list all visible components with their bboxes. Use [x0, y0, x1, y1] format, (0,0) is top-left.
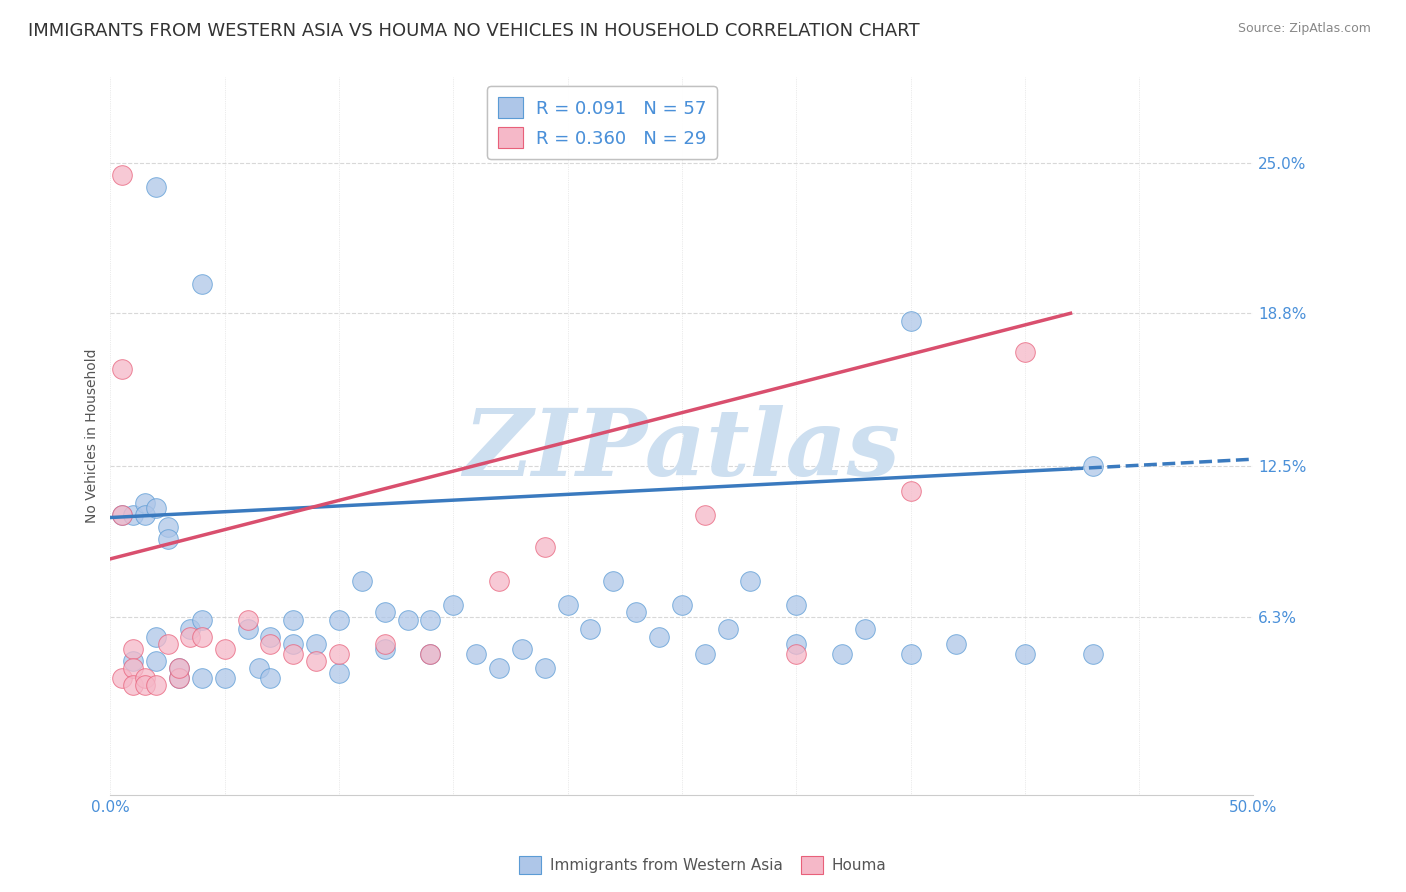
Point — [419, 647, 441, 661]
Point — [488, 661, 510, 675]
Point — [259, 671, 281, 685]
Text: ZIPatlas: ZIPatlas — [464, 406, 900, 495]
Point — [283, 637, 305, 651]
Point — [374, 637, 396, 651]
Point — [145, 678, 167, 692]
Point — [785, 637, 807, 651]
Point — [134, 678, 156, 692]
Point — [122, 678, 145, 692]
Point — [374, 641, 396, 656]
Point — [510, 641, 533, 656]
Point — [236, 623, 259, 637]
Point — [283, 647, 305, 661]
Point — [1083, 459, 1105, 474]
Point — [214, 671, 236, 685]
Point — [831, 647, 853, 661]
Point — [693, 647, 716, 661]
Point — [648, 630, 671, 644]
Point — [179, 623, 201, 637]
Point — [111, 508, 134, 522]
Point — [111, 508, 134, 522]
Point — [785, 647, 807, 661]
Point — [350, 574, 373, 588]
Point — [134, 508, 156, 522]
Point — [579, 623, 602, 637]
Point — [671, 598, 693, 612]
Point — [145, 179, 167, 194]
Point — [145, 654, 167, 668]
Point — [533, 540, 555, 554]
Point — [374, 605, 396, 619]
Point — [167, 671, 190, 685]
Point — [305, 637, 328, 651]
Point — [191, 630, 214, 644]
Point — [134, 671, 156, 685]
Point — [156, 533, 179, 547]
Point — [134, 496, 156, 510]
Point — [717, 623, 740, 637]
Point — [1014, 345, 1036, 359]
Point — [111, 362, 134, 376]
Point — [488, 574, 510, 588]
Point — [1083, 647, 1105, 661]
Point — [247, 661, 270, 675]
Point — [396, 613, 419, 627]
Point — [624, 605, 647, 619]
Point — [328, 613, 350, 627]
Point — [122, 661, 145, 675]
Point — [740, 574, 762, 588]
Point — [900, 313, 922, 327]
Point — [259, 630, 281, 644]
Point — [145, 500, 167, 515]
Point — [167, 661, 190, 675]
Point — [465, 647, 488, 661]
Y-axis label: No Vehicles in Household: No Vehicles in Household — [86, 349, 100, 524]
Point — [122, 508, 145, 522]
Point — [419, 647, 441, 661]
Point — [122, 654, 145, 668]
Point — [328, 666, 350, 681]
Point — [145, 630, 167, 644]
Point — [191, 277, 214, 292]
Point — [259, 637, 281, 651]
Point — [305, 654, 328, 668]
Point — [533, 661, 555, 675]
Point — [167, 671, 190, 685]
Point — [191, 671, 214, 685]
Text: Source: ZipAtlas.com: Source: ZipAtlas.com — [1237, 22, 1371, 36]
Point — [167, 661, 190, 675]
Legend: R = 0.091   N = 57, R = 0.360   N = 29: R = 0.091 N = 57, R = 0.360 N = 29 — [486, 87, 717, 159]
Text: IMMIGRANTS FROM WESTERN ASIA VS HOUMA NO VEHICLES IN HOUSEHOLD CORRELATION CHART: IMMIGRANTS FROM WESTERN ASIA VS HOUMA NO… — [28, 22, 920, 40]
Point — [328, 647, 350, 661]
Point — [1014, 647, 1036, 661]
Point — [557, 598, 579, 612]
Point — [191, 613, 214, 627]
Point — [111, 168, 134, 182]
Point — [283, 613, 305, 627]
Point — [236, 613, 259, 627]
Point — [602, 574, 624, 588]
Point — [111, 671, 134, 685]
Point — [785, 598, 807, 612]
Point — [945, 637, 967, 651]
Legend: Immigrants from Western Asia, Houma: Immigrants from Western Asia, Houma — [513, 850, 893, 880]
Point — [122, 641, 145, 656]
Point — [441, 598, 464, 612]
Point — [179, 630, 201, 644]
Point — [853, 623, 876, 637]
Point — [156, 520, 179, 534]
Point — [693, 508, 716, 522]
Point — [419, 613, 441, 627]
Point — [214, 641, 236, 656]
Point — [900, 483, 922, 498]
Point — [900, 647, 922, 661]
Point — [156, 637, 179, 651]
